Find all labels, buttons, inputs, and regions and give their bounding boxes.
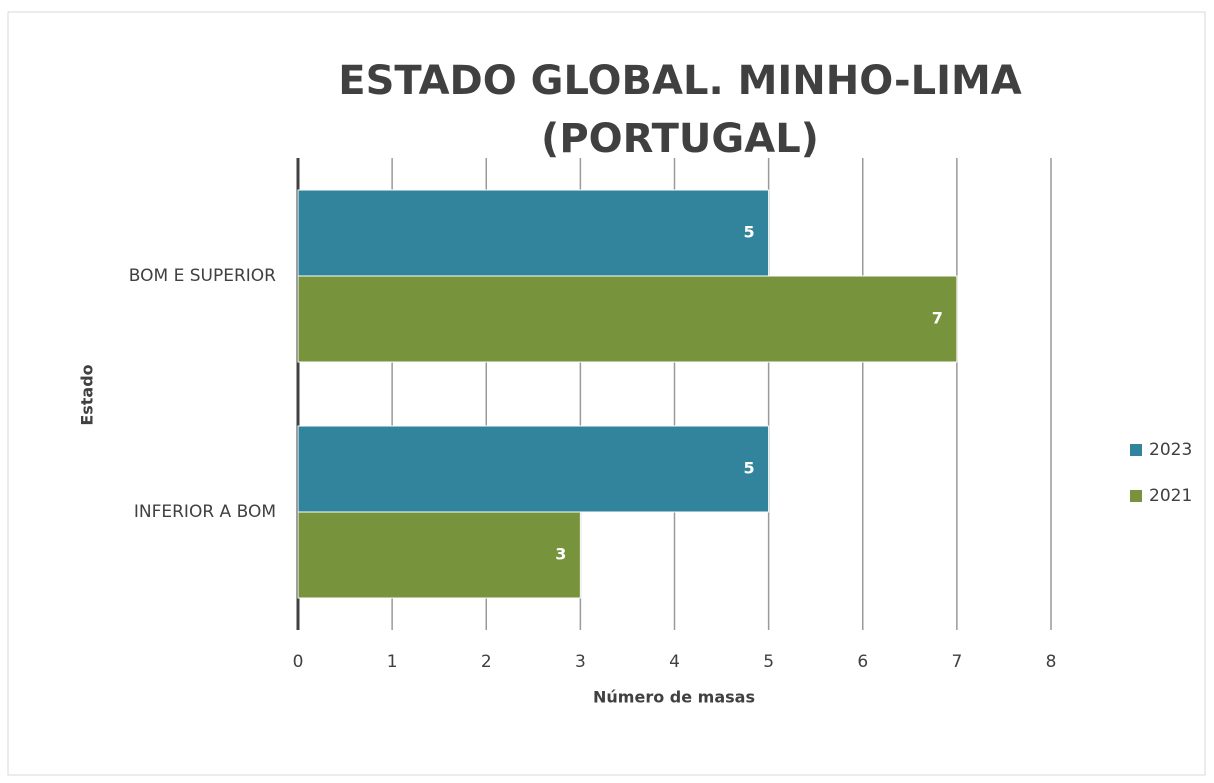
bar (297, 425, 770, 513)
chart-title: ESTADO GLOBAL. MINHO-LIMA (PORTUGAL) (338, 58, 1022, 162)
y-tick-label: INFERIOR A BOM (134, 502, 276, 522)
x-tick-label: 2 (481, 652, 492, 672)
legend-swatch (1130, 490, 1142, 502)
x-tick-label: 4 (669, 652, 680, 672)
x-tick-label: 6 (857, 652, 868, 672)
bar (297, 511, 581, 599)
x-tick-label: 8 (1046, 652, 1057, 672)
legend-swatch (1130, 444, 1142, 456)
data-label: 5 (743, 223, 754, 242)
x-tick-label: 0 (293, 652, 304, 672)
x-tick-label: 3 (575, 652, 586, 672)
x-axis-label: Número de masas (593, 688, 755, 707)
x-tick-label: 5 (763, 652, 774, 672)
bar (297, 275, 958, 363)
bar (297, 189, 770, 277)
data-label: 3 (555, 545, 566, 564)
x-tick-label: 7 (951, 652, 962, 672)
data-label: 7 (932, 309, 943, 328)
y-axis-label: Estado (78, 364, 97, 425)
legend-label: 2023 (1149, 440, 1192, 460)
data-label: 5 (743, 459, 754, 478)
x-tick-label: 1 (387, 652, 398, 672)
legend-label: 2021 (1149, 486, 1192, 506)
y-tick-label: BOM E SUPERIOR (129, 266, 276, 286)
chart-border (7, 11, 1206, 776)
